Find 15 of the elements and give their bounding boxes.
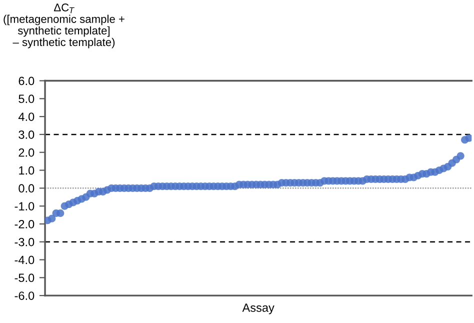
y-tick-label: -6.0: [14, 292, 34, 300]
y-tick-label: 1.0: [19, 166, 34, 175]
y-tick-label: 6.0: [18, 76, 34, 86]
x-axis-title: Assay: [242, 304, 274, 314]
y-tick-label: -3.0: [14, 238, 34, 246]
y-tick-label: -4.0: [14, 256, 34, 264]
y-tick-label: -2.0: [14, 220, 34, 228]
y-tick-label: 4.0: [18, 112, 34, 121]
y-tick-label: 0.0: [18, 184, 34, 193]
y-tick-label: -1.0: [14, 202, 34, 210]
y-tick-label: 3.0: [18, 130, 34, 139]
y-tick-label: 2.0: [18, 148, 34, 157]
y-axis-title: ΔC$_{T}$ ([metagenomic sample + synthetic template] – synthetic template): [4, 4, 124, 48]
y-tick-label: 5.0: [18, 94, 34, 104]
y-tick-label: -5.0: [14, 274, 34, 282]
